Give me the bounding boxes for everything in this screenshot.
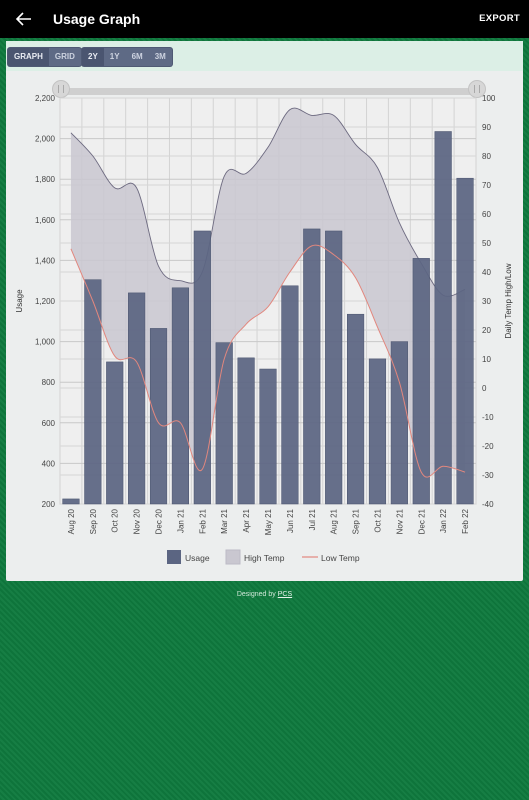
high-temp-area [70,108,466,478]
y-tick-label: 1,200 [35,297,56,306]
range-1y-button[interactable]: 1Y [109,52,120,61]
y-axis-label: Usage [15,289,24,313]
y2-tick-label: 40 [482,268,491,277]
range-slider-end-handle[interactable] [468,80,486,98]
usage-bar [325,230,343,505]
pcs-link[interactable]: PCS [277,591,293,598]
range-6m-button[interactable]: 6M [131,52,143,61]
usage-bar [62,498,80,505]
footer-credit: Designed by PCS [0,591,529,598]
x-tick-label: Feb 21 [198,508,207,533]
y-tick-label: 800 [42,378,56,387]
y2-tick-label: 100 [482,94,496,103]
x-tick-label: Sep 21 [352,508,361,534]
x-tick-label: Jan 22 [439,508,448,533]
y2-tick-label: -40 [482,500,494,509]
range-slider-track[interactable] [56,88,483,95]
x-tick-label: Aug 21 [330,508,339,534]
low-temp-line [70,244,466,478]
usage-bar [128,292,146,505]
x-tick-label: Aug 20 [67,508,76,534]
legend-swatch-usage [167,550,181,564]
legend-label-low-temp: Low Temp [321,553,360,563]
y2-tick-label: 30 [482,297,491,306]
x-tick-label: Jun 21 [286,508,295,533]
x-tick-label: Sep 20 [89,508,98,534]
view-toggle: GRAPH GRID [8,48,81,66]
x-tick-label: May 21 [264,508,273,535]
grid-view-button[interactable]: GRID [54,52,75,61]
range-3m-button[interactable]: 3M [154,52,166,61]
legend-label-usage: Usage [185,553,210,563]
usage-bar [171,287,189,505]
y2-tick-label: 10 [482,355,491,364]
range-toggle: 2Y 1Y 6M 3M [82,48,172,66]
y2-tick-label: -20 [482,442,494,451]
app-bar: Usage Graph EXPORT [0,0,529,38]
usage-chart: 2004006008001,0001,2001,4001,6001,8002,0… [15,94,513,565]
page-title: Usage Graph [53,11,141,27]
x-tick-label: Dec 20 [155,508,164,534]
chart-card: GRAPH GRID 2Y 1Y 6M 3M 200 400 600 800 1,000… [6,41,523,581]
usage-bar [456,177,474,505]
range-2y-button[interactable]: 2Y [82,48,104,66]
x-tick-label: Jan 21 [176,508,185,533]
y2-tick-label: 90 [482,123,491,132]
y-tick-label: 2,000 [35,135,56,144]
y-tick-label: 1,400 [35,256,56,265]
arrow-left-icon [15,12,31,26]
usage-bar [390,341,408,505]
usage-bar [237,357,255,505]
x-tick-label: Nov 20 [133,508,142,534]
x-tick-label: Nov 21 [395,508,404,534]
usage-bar [303,228,321,505]
back-button[interactable] [14,9,36,29]
usage-bar [368,358,387,505]
x-tick-label: Oct 20 [111,508,120,532]
y2-tick-label: 50 [482,239,491,248]
y2-tick-label: 60 [482,210,491,219]
y-tick-label: 400 [42,459,56,468]
legend-label-high-temp: High Temp [244,553,285,563]
y2-tick-label: -30 [482,471,494,480]
y-tick-label: 2,200 [35,94,56,103]
legend-swatch-high-temp [225,549,241,565]
usage-bar [106,361,124,505]
export-button[interactable]: EXPORT [479,13,520,24]
x-tick-label: Jul 21 [308,508,317,530]
usage-bar [412,258,430,505]
y-tick-label: 1,800 [35,175,56,184]
x-tick-label: Oct 21 [373,508,382,532]
usage-bar [347,313,365,505]
usage-bar [259,368,277,505]
footer-prefix: Designed by [236,591,278,598]
y2-tick-label: 20 [482,326,491,335]
y2-tick-label: 80 [482,152,491,161]
x-tick-label: Mar 21 [220,508,229,533]
y2-tick-label: -10 [482,413,494,422]
usage-bar [84,279,102,505]
y2-tick-label: 70 [482,181,491,190]
usage-bar [434,131,452,505]
x-tick-label: Dec 21 [417,508,426,534]
usage-bar [193,230,211,505]
y2-tick-label: 0 [482,384,487,393]
graph-view-button[interactable]: GRAPH [8,48,49,66]
y-tick-label: 1,600 [35,216,56,225]
usage-bar [281,285,299,505]
y-tick-label: 200 [42,500,56,509]
y2-axis-label: Daily Temp High/Low [504,263,513,338]
x-tick-label: Feb 22 [461,508,470,533]
x-tick-label: Apr 21 [242,508,251,532]
y-tick-label: 600 [42,419,56,428]
chart-toolbar: GRAPH GRID 2Y 1Y 6M 3M [6,41,523,71]
high-temp-line [70,107,466,297]
usage-bar [149,328,168,505]
y-tick-label: 1,000 [35,338,56,347]
usage-bar [215,342,233,505]
